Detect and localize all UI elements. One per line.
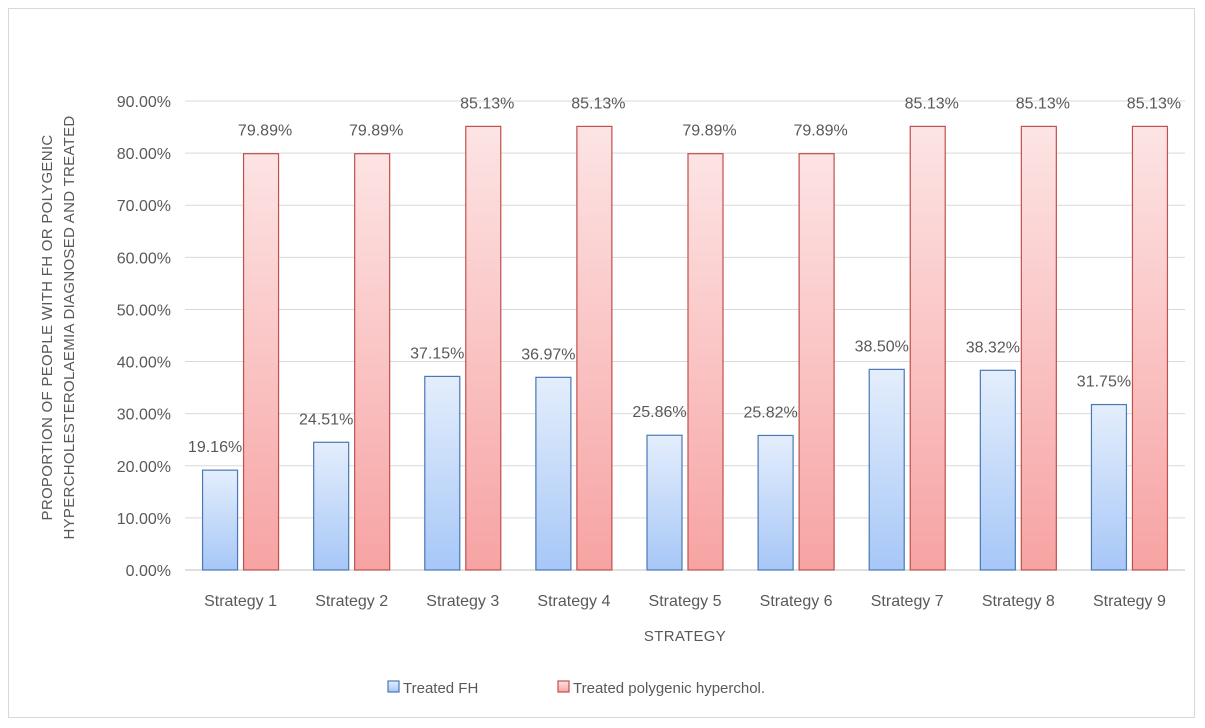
bar-treated-fh (979, 369, 1016, 571)
y-tick-label: 30.00% (117, 407, 171, 424)
y-axis-title-line: PROPORTION OF PEOPLE WITH FH OR POLYGENI… (39, 135, 56, 521)
x-axis-title: STRATEGY (644, 628, 726, 645)
legend-label: Treated FH (403, 680, 478, 697)
x-tick-label: Strategy 5 (649, 593, 722, 610)
bar-treated-fh (313, 441, 350, 571)
data-label: 37.15% (410, 345, 464, 362)
bar-treated-fh (424, 375, 461, 571)
x-tick-label: Strategy 3 (426, 593, 499, 610)
y-tick-label: 10.00% (117, 511, 171, 528)
bar-treated-polygenic (687, 153, 724, 571)
data-label: 85.13% (1127, 95, 1181, 112)
y-tick-label: 50.00% (117, 302, 171, 319)
bar-treated-polygenic (909, 125, 946, 571)
x-tick-label: Strategy 1 (204, 593, 277, 610)
y-tick-label: 40.00% (117, 355, 171, 372)
gridlines (185, 100, 1185, 571)
data-label: 85.13% (1016, 95, 1070, 112)
y-tick-label: 70.00% (117, 198, 171, 215)
bar-treated-fh (868, 368, 905, 571)
data-label: 79.89% (682, 123, 736, 140)
legend-swatch (387, 680, 400, 693)
bar-treated-polygenic (354, 153, 391, 571)
bar-treated-polygenic (1020, 125, 1057, 571)
x-tick-label: Strategy 8 (982, 593, 1055, 610)
axes: 0.00% 10.00% 20.00% 30.00% 40.00% 50.00% 60.00… (39, 94, 1166, 645)
chart-frame: 19.16% 79.89% 24.51% 79.89% 37.15% 85.13% 36.9… (8, 8, 1195, 718)
x-tick-label: Strategy 6 (760, 593, 833, 610)
data-label: 24.51% (299, 411, 353, 428)
y-axis-title-line: HYPERCHOLESTEROLAEMIA DIAGNOSED AND TREA… (61, 115, 78, 539)
y-tick-label: 80.00% (117, 146, 171, 163)
data-label: 38.32% (966, 339, 1020, 356)
data-label: 85.13% (571, 95, 625, 112)
bar-treated-fh (757, 434, 794, 571)
data-label: 85.13% (905, 95, 959, 112)
data-labels: 19.16% 79.89% 24.51% 79.89% 37.15% 85.13% 36.9… (188, 95, 1181, 456)
data-label: 25.86% (632, 404, 686, 421)
x-tick-label: Strategy 2 (315, 593, 388, 610)
y-tick-label: 0.00% (126, 563, 171, 580)
bar-treated-polygenic (465, 125, 502, 571)
bar-treated-fh (646, 434, 683, 571)
data-label: 19.16% (188, 439, 242, 456)
data-label: 85.13% (460, 95, 514, 112)
data-label: 36.97% (521, 346, 575, 363)
bar-treated-polygenic (798, 153, 835, 571)
data-label: 31.75% (1077, 374, 1131, 391)
bar-chart: 19.16% 79.89% 24.51% 79.89% 37.15% 85.13% 36.9… (39, 94, 1185, 697)
data-label: 38.50% (855, 338, 909, 355)
data-label: 25.82% (743, 404, 797, 421)
bar-treated-polygenic (1131, 125, 1169, 571)
y-tick-label: 60.00% (117, 250, 171, 267)
legend: Treated FH Treated polygenic hyperchol. (387, 680, 765, 697)
y-tick-label: 90.00% (117, 94, 171, 111)
bars (201, 125, 1169, 571)
data-label: 79.89% (793, 123, 847, 140)
x-tick-label: Strategy 9 (1093, 593, 1166, 610)
y-tick-label: 20.00% (117, 459, 171, 476)
bar-treated-polygenic (576, 125, 613, 571)
bar-treated-fh (201, 469, 239, 571)
legend-swatch (557, 680, 570, 693)
data-label: 79.89% (238, 123, 292, 140)
bar-treated-fh (535, 376, 572, 571)
data-label: 79.89% (349, 123, 403, 140)
x-tick-label: Strategy 7 (871, 593, 944, 610)
x-tick-label: Strategy 4 (537, 593, 610, 610)
bar-treated-polygenic (242, 153, 280, 571)
bar-treated-fh (1090, 403, 1128, 571)
legend-label: Treated polygenic hyperchol. (573, 680, 765, 697)
